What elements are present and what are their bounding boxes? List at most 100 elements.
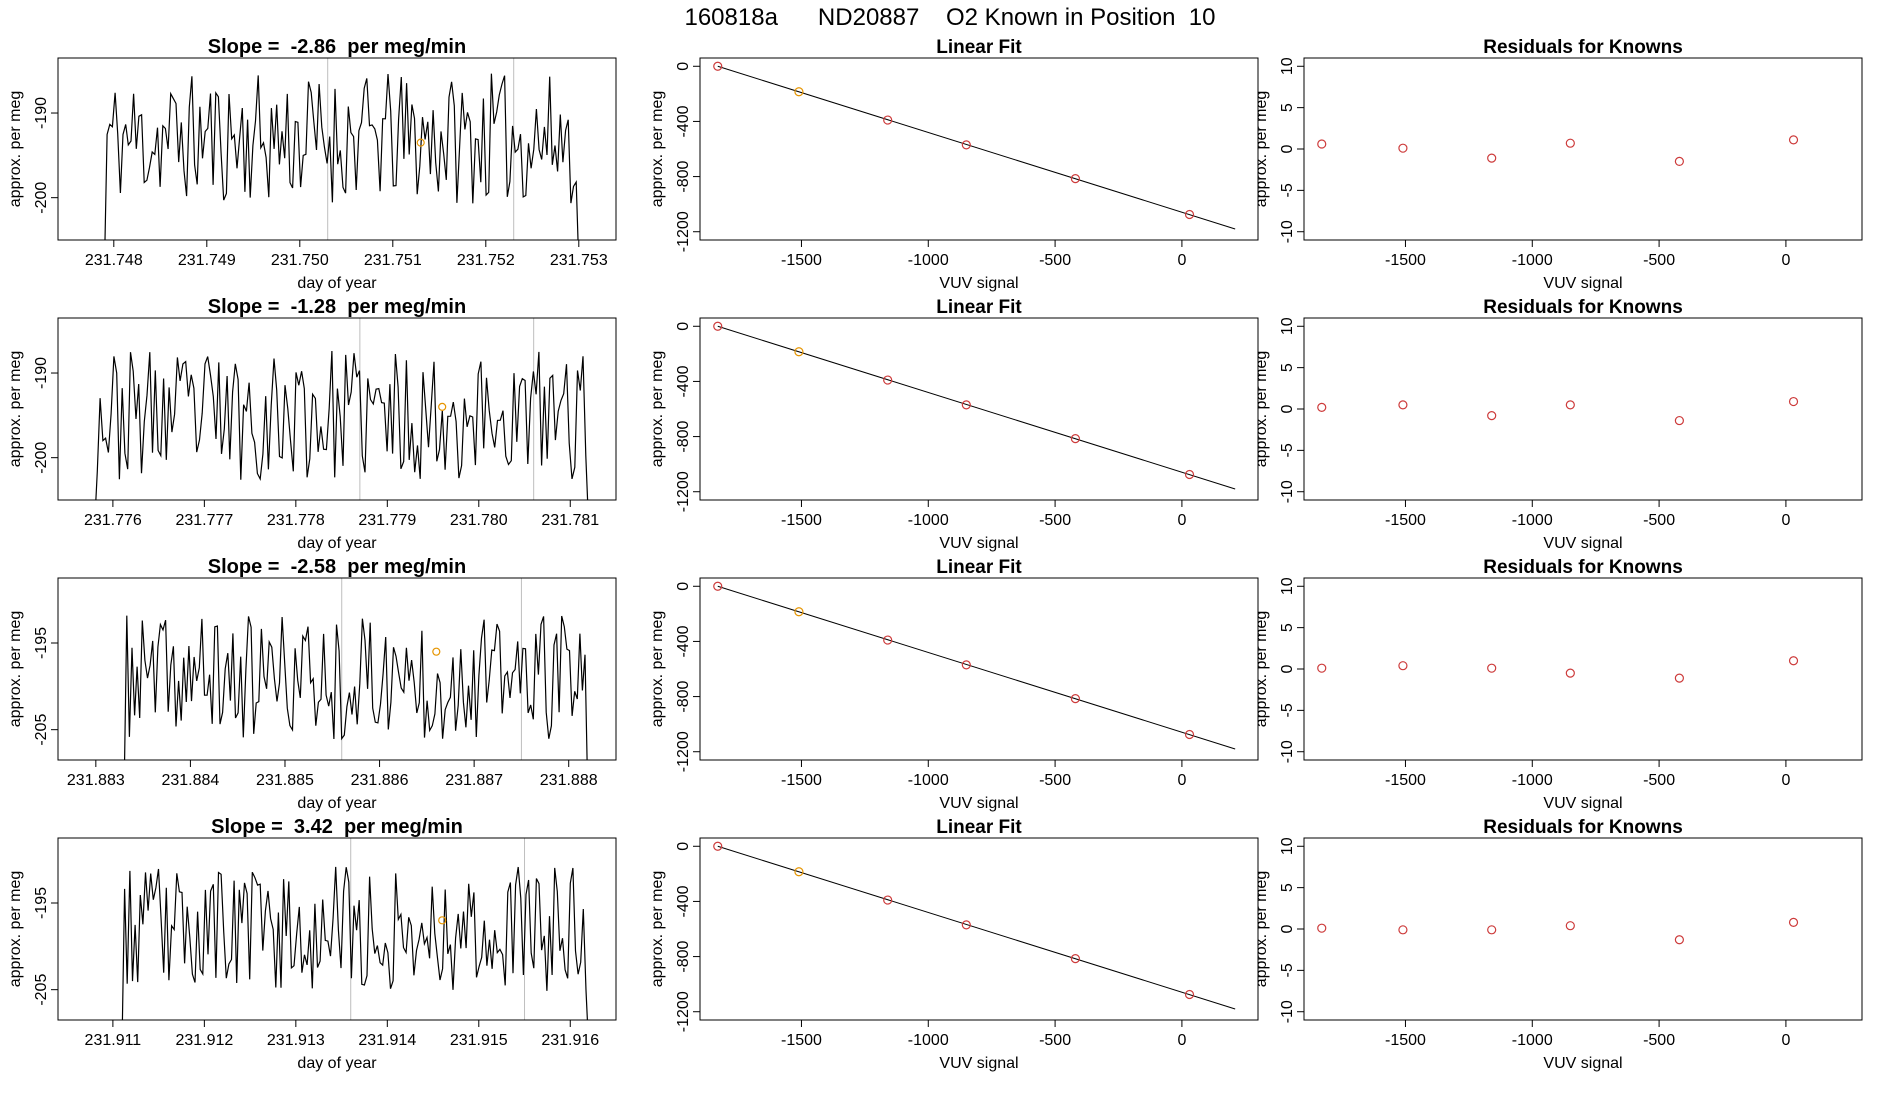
y-tick-label: -5: [1279, 443, 1296, 457]
trace-line: [95, 350, 589, 500]
residual-point: [1398, 661, 1408, 671]
y-tick-label: -5: [1279, 183, 1296, 197]
y-axis-label: approx. per meg: [1253, 611, 1270, 728]
residual-point: [1565, 400, 1575, 410]
y-tick-label: 0: [675, 582, 692, 591]
y-axis-label: approx. per meg: [7, 611, 24, 728]
residual-point: [1674, 156, 1684, 167]
x-tick-label: -1000: [908, 252, 949, 269]
data-point: [1070, 174, 1080, 184]
x-axis-label: VUV signal: [939, 535, 1018, 552]
residual-point: [1674, 673, 1684, 683]
plot-frame: [57, 317, 617, 501]
data-point: [1070, 694, 1080, 704]
plot-area: [123, 578, 588, 760]
plot-frame: [699, 57, 1259, 241]
x-tick-label: 231.885: [256, 772, 314, 789]
x-axis-label: VUV signal: [939, 1055, 1018, 1072]
x-tick-label: 231.778: [267, 512, 325, 529]
y-tick-label: 5: [1279, 623, 1296, 632]
y-tick-label: 5: [1279, 363, 1296, 372]
x-tick-label: 231.913: [267, 1032, 325, 1049]
plot-area: [104, 58, 579, 240]
y-tick-label: 10: [1279, 317, 1296, 335]
y-tick-label: 10: [1279, 837, 1296, 855]
residual-point: [1674, 415, 1684, 426]
plot-area: [121, 838, 588, 1020]
time-series-panel: 231.748 231.749 231.750 231.751 231.752 231.7…: [7, 36, 617, 292]
y-tick-label: -195: [33, 627, 50, 659]
data-point: [713, 581, 723, 591]
x-tick-label: 231.915: [450, 1032, 508, 1049]
x-tick-label: 231.886: [351, 772, 409, 789]
y-tick-label: 0: [675, 62, 692, 71]
data-point: [794, 87, 804, 97]
y-tick-label: -1200: [675, 471, 692, 512]
y-tick-label: -10: [1279, 480, 1296, 503]
x-axis-label: VUV signal: [1543, 275, 1622, 292]
trace-line: [104, 73, 579, 240]
y-axis-label: approx. per meg: [649, 611, 666, 728]
x-axis-label: day of year: [297, 795, 377, 812]
fit-line: [717, 845, 1236, 1010]
data-point: [1070, 434, 1080, 444]
plot-frame: [1303, 577, 1863, 761]
x-tick-label: -1500: [1385, 1032, 1426, 1049]
x-tick-label: -500: [1643, 512, 1675, 529]
panel-title: Residuals for Knowns: [1483, 297, 1683, 318]
x-tick-label: -500: [1643, 772, 1675, 789]
y-axis-label: approx. per meg: [1253, 91, 1270, 208]
y-tick-label: -200: [33, 182, 50, 214]
plot-frame: [699, 577, 1259, 761]
fit-line: [717, 325, 1236, 490]
x-axis-label: VUV signal: [1543, 1055, 1622, 1072]
linear-fit-panel: -1500 -1000 -500 0 0 -400 -800 -1200 Linear Fit V…: [649, 37, 1259, 292]
plot-frame: [57, 577, 617, 761]
y-tick-label: -200: [33, 442, 50, 474]
fit-line: [717, 585, 1236, 750]
data-point: [713, 321, 723, 331]
x-tick-label: 231.912: [175, 1032, 233, 1049]
x-tick-label: -1000: [908, 1032, 949, 1049]
marker-point: [438, 402, 447, 411]
residual-point: [1398, 925, 1408, 935]
y-tick-label: -800: [675, 160, 692, 192]
y-tick-label: -205: [33, 974, 50, 1006]
residual-point: [1487, 411, 1497, 421]
x-tick-label: 231.883: [67, 772, 125, 789]
x-tick-label: 231.776: [84, 512, 142, 529]
residual-point: [1565, 668, 1575, 678]
y-axis-label: approx. per meg: [649, 871, 666, 988]
y-axis-label: approx. per meg: [1253, 351, 1270, 468]
y-tick-label: -400: [675, 105, 692, 137]
y-tick-label: -5: [1279, 703, 1296, 717]
y-tick-label: 10: [1279, 57, 1296, 75]
data-point: [1184, 469, 1195, 480]
y-tick-label: 0: [675, 842, 692, 851]
x-tick-label: 231.884: [161, 772, 219, 789]
x-tick-label: -1500: [781, 772, 822, 789]
x-tick-label: 231.753: [550, 252, 608, 269]
data-point: [883, 375, 893, 385]
x-tick-label: 231.780: [450, 512, 508, 529]
y-tick-label: -800: [675, 940, 692, 972]
time-series-panel: 231.911 231.912 231.913 231.914 231.915 231.9…: [7, 816, 617, 1072]
y-tick-label: -1200: [675, 731, 692, 772]
trace-line: [123, 615, 588, 760]
x-tick-label: 0: [1177, 1032, 1186, 1049]
residual-point: [1317, 402, 1327, 412]
y-tick-label: -10: [1279, 220, 1296, 243]
y-axis-label: approx. per meg: [7, 91, 24, 208]
x-tick-label: 231.749: [178, 252, 236, 269]
residual-point: [1317, 923, 1327, 933]
x-tick-label: -500: [1643, 252, 1675, 269]
residuals-panel: -1500 -1000 -500 0 10 5 0 -5 -10 Residuals for Kn…: [1253, 557, 1863, 812]
marker-point: [416, 138, 425, 147]
trace-line: [121, 866, 588, 1020]
plot-frame: [57, 837, 617, 1021]
data-point: [713, 61, 723, 71]
panel-title: Linear Fit: [936, 37, 1022, 58]
residual-point: [1788, 396, 1799, 407]
x-tick-label: 231.914: [358, 1032, 416, 1049]
plot-frame: [699, 837, 1259, 1021]
